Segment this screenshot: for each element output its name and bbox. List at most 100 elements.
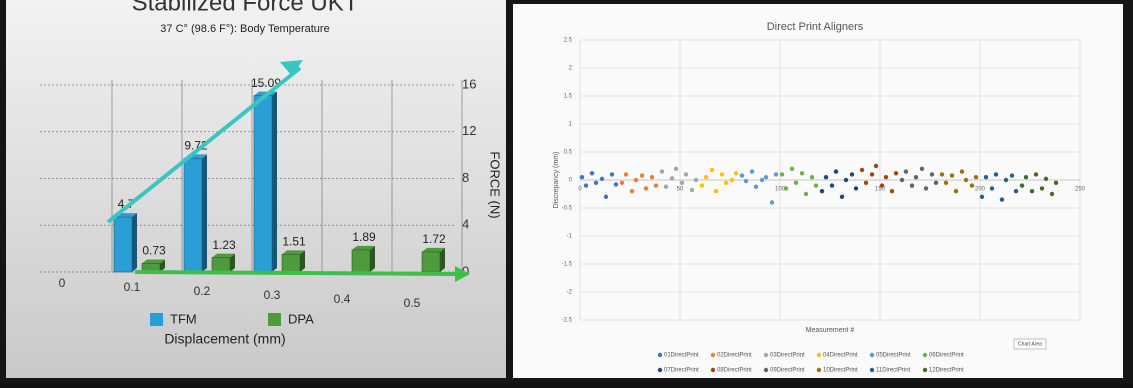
point [950, 173, 954, 177]
point [904, 169, 908, 173]
legend-marker [711, 353, 715, 357]
point [594, 181, 598, 185]
legend-marker [870, 353, 874, 357]
legend-label: 03DirectPrint [770, 353, 805, 359]
point [974, 175, 978, 179]
point [900, 178, 904, 182]
point [984, 175, 988, 179]
point [870, 172, 874, 176]
point [910, 183, 914, 187]
point [714, 189, 718, 193]
point [844, 178, 848, 182]
x-tick-label: 150 [875, 187, 886, 193]
legend-marker [711, 368, 715, 372]
point [954, 189, 958, 193]
legend-marker [658, 368, 662, 372]
x-axis-title: Measurement # [806, 327, 855, 334]
bar [114, 217, 132, 272]
bar [212, 258, 230, 272]
value-label: 1.89 [352, 230, 376, 244]
point [1054, 181, 1058, 185]
point [664, 185, 668, 189]
point [720, 172, 724, 176]
x-tick-label: 50 [677, 187, 684, 193]
value-label: 1.51 [282, 235, 306, 249]
point [820, 189, 824, 193]
x-tick-label: 0.4 [334, 292, 351, 306]
point [624, 172, 628, 176]
point [920, 167, 924, 171]
legend-label: DPA [288, 311, 314, 326]
point [794, 181, 798, 185]
x-tick-label: 0.3 [264, 288, 281, 302]
point [634, 178, 638, 182]
y-tick-label: -0.5 [562, 206, 573, 212]
point [960, 169, 964, 173]
legend-label: 11DirectPrint [876, 368, 911, 374]
point [584, 183, 588, 187]
point [1050, 192, 1054, 196]
point [1000, 197, 1004, 201]
x-tick-label: 0.5 [404, 296, 421, 310]
point [680, 181, 684, 185]
x-axis-title: Displacement (mm) [164, 331, 285, 347]
x-tick-label: 0 [59, 276, 66, 290]
legend-swatch [268, 313, 281, 326]
point [710, 168, 714, 172]
point [1040, 186, 1044, 190]
point [784, 186, 788, 190]
point [780, 172, 784, 176]
legend-label: 01DirectPrint [664, 353, 699, 359]
point [764, 175, 768, 179]
y-tick-label: 4 [462, 217, 469, 232]
point [614, 182, 618, 186]
point [804, 192, 808, 196]
value-label: 1.72 [422, 232, 446, 246]
point [590, 171, 594, 175]
point [914, 175, 918, 179]
screen-photo: Stabilized Force UKT37 C° (98.6 F°): Bod… [0, 0, 1133, 383]
y-tick-label: -1 [567, 234, 573, 240]
point [860, 168, 864, 172]
point [774, 172, 778, 176]
point [940, 172, 944, 176]
point [934, 181, 938, 185]
point [994, 172, 998, 176]
point [704, 175, 708, 179]
point [630, 189, 634, 193]
point [1014, 189, 1018, 193]
legend-label: 10DirectPrint [823, 368, 858, 374]
point [750, 169, 754, 173]
point [604, 195, 608, 199]
point [970, 183, 974, 187]
point [814, 183, 818, 187]
point [650, 175, 654, 179]
legend-label: 06DirectPrint [929, 353, 964, 359]
bar-side [132, 213, 137, 272]
point [834, 169, 838, 173]
point [874, 164, 878, 168]
bar [422, 252, 440, 272]
point [644, 186, 648, 190]
point [660, 169, 664, 173]
bar-side [272, 92, 277, 272]
legend-marker [764, 368, 768, 372]
chart-title: Stabilized Force UKT [132, 0, 359, 16]
legend-label: 04DirectPrint [823, 353, 858, 359]
y-tick-label: 16 [462, 76, 476, 91]
y-axis-title: Discrepancy (mm) [553, 152, 560, 209]
point [990, 186, 994, 190]
point [894, 171, 898, 175]
point [1044, 177, 1048, 181]
y-tick-label: 8 [462, 170, 469, 185]
y-tick-label: -2.5 [562, 318, 573, 324]
point [944, 181, 948, 185]
point [754, 185, 758, 189]
point [924, 186, 928, 190]
point [690, 188, 694, 192]
point [694, 178, 698, 182]
point [930, 172, 934, 176]
bar [352, 250, 370, 272]
point [840, 195, 844, 199]
point [980, 195, 984, 199]
